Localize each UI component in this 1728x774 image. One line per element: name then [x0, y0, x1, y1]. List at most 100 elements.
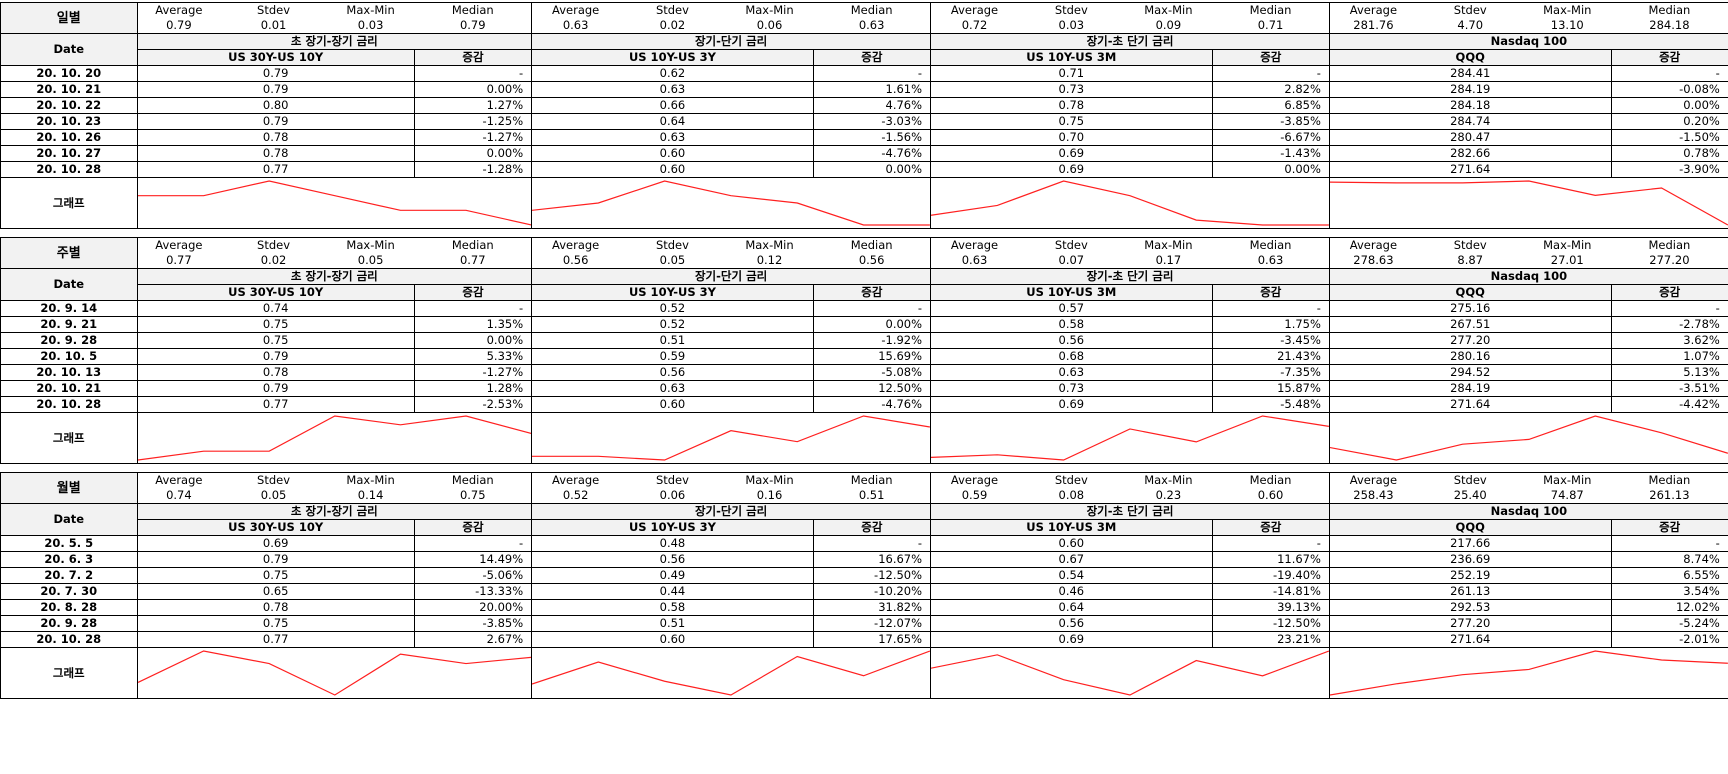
value-cell: 236.69: [1328, 551, 1612, 568]
change-header: 증감: [413, 284, 533, 301]
table-row: 20. 9. 14 0.74-0.52-0.57-275.16-: [0, 300, 1728, 317]
value-cell: 0.78: [136, 129, 415, 146]
change-cell: 2.67%: [413, 631, 533, 648]
value-cell: 284.41: [1328, 65, 1612, 82]
stat-header: Average: [930, 472, 1018, 488]
table-row: 20. 7. 2 0.75 -5.06% 0.49 -12.50% 0.54 -19.40%…: [0, 567, 1728, 584]
series-header: US 10Y-US 3Y: [531, 284, 814, 301]
change-cell: 15.69%: [812, 348, 932, 365]
stat-header: Max-Min: [1124, 237, 1213, 253]
value-cell: 0.79: [136, 65, 415, 82]
change-cell: -: [812, 535, 932, 552]
change-cell: -0.08%: [1610, 81, 1728, 98]
change-cell: -1.92%: [812, 332, 932, 349]
stat-value: 0.16: [756, 488, 783, 502]
value-cell: 0.56: [930, 332, 1213, 349]
change-header: 증감: [1211, 284, 1330, 301]
stat-header: Max-Min: [326, 237, 415, 253]
group-title: 장기-초 단기 금리: [930, 268, 1330, 285]
stat-header: Median: [813, 472, 932, 488]
change-cell: -: [812, 300, 932, 317]
stat-header: Stdev: [619, 237, 726, 253]
section-table-0: 일별 Average Stdev Max-Min Median Average Stdev M…: [0, 2, 1728, 229]
value-cell: 0.46: [930, 583, 1213, 600]
group-title: 초 장기-장기 금리: [136, 33, 533, 50]
value-cell: 0.77: [136, 631, 415, 648]
change-cell: 6.55%: [1610, 567, 1728, 584]
row-date: 20. 10. 21: [0, 380, 138, 397]
group-title: 초 장기-장기 금리: [136, 503, 533, 520]
sparkline-chart: [138, 413, 532, 463]
sparkline-cell: [531, 177, 932, 229]
stat-value: 0.72: [930, 18, 1018, 34]
period-label: 일별: [0, 2, 138, 34]
value-cell: 252.19: [1328, 567, 1612, 584]
value-cell: 0.78: [930, 97, 1213, 114]
series-header: US 30Y-US 10Y: [136, 519, 415, 536]
change-cell: -3.45%: [1211, 332, 1330, 349]
stat-value: 0.74: [136, 488, 221, 504]
value-cell: 0.56: [531, 551, 814, 568]
value-cell: 0.62: [531, 65, 814, 82]
sparkline-cell: [531, 647, 932, 699]
value-cell: 0.75: [136, 316, 415, 333]
stat-value: 0.60: [1212, 488, 1330, 504]
change-cell: -3.85%: [1211, 113, 1330, 130]
sparkline-chart: [931, 178, 1329, 228]
change-cell: 1.75%: [1211, 316, 1330, 333]
row-date: 20. 10. 13: [0, 364, 138, 381]
sparkline-chart: [931, 413, 1329, 463]
value-cell: 217.66: [1328, 535, 1612, 552]
change-cell: -1.27%: [413, 129, 533, 146]
change-cell: -3.03%: [812, 113, 932, 130]
stat-value: 0.56: [531, 253, 620, 269]
stat-value: 0.08: [1058, 488, 1085, 502]
series-header: US 10Y-US 3M: [930, 49, 1213, 66]
value-cell: 0.69: [930, 161, 1213, 178]
change-cell: -1.56%: [812, 129, 932, 146]
change-cell: 0.00%: [413, 81, 533, 98]
stat-header: Stdev: [220, 472, 327, 488]
change-header: 증감: [812, 284, 932, 301]
table-row: 20. 10. 20 0.79-0.62-0.71-284.41-: [0, 65, 1728, 82]
table-row: 20. 5. 5 0.69-0.48-0.60-217.66-: [0, 535, 1728, 552]
value-cell: 0.67: [930, 551, 1213, 568]
stat-header: Stdev: [619, 472, 726, 488]
graph-label: 그래프: [0, 177, 138, 229]
change-header: 증감: [1211, 519, 1330, 536]
row-date: 20. 9. 14: [0, 300, 138, 317]
change-cell: 17.65%: [812, 631, 932, 648]
sparkline-cell: [136, 177, 533, 229]
stat-value: 0.79: [414, 18, 533, 34]
stat-header: Median: [414, 472, 533, 488]
value-cell: 277.20: [1328, 615, 1612, 632]
stat-value: 0.77: [136, 253, 221, 269]
change-cell: 39.13%: [1211, 599, 1330, 616]
stat-value: 0.79: [136, 18, 221, 34]
sparkline-chart: [532, 178, 930, 228]
change-cell: -5.08%: [812, 364, 932, 381]
table-row: 20. 9. 28 0.75 -3.85% 0.51 -12.07% 0.56 -12.50…: [0, 615, 1728, 632]
sparkline-chart: [532, 413, 930, 463]
stat-value: 0.07: [1058, 253, 1085, 267]
stat-header: Median: [813, 2, 932, 18]
table-row: 20. 9. 28 0.75 0.00% 0.51 -1.92% 0.56 -3.45% 27…: [0, 332, 1728, 349]
change-cell: -2.53%: [413, 396, 533, 413]
value-cell: 0.75: [136, 332, 415, 349]
row-date: 20. 8. 28: [0, 599, 138, 616]
change-header: 증감: [1610, 49, 1728, 66]
change-cell: 15.87%: [1211, 380, 1330, 397]
group-title: 장기-초 단기 금리: [930, 503, 1330, 520]
group-title: 장기-초 단기 금리: [930, 33, 1330, 50]
group-title: Nasdaq 100: [1328, 268, 1728, 285]
value-cell: 261.13: [1328, 583, 1612, 600]
stat-value: 25.40: [1453, 488, 1487, 502]
group-title: 장기-단기 금리: [531, 33, 932, 50]
row-date: 20. 5. 5: [0, 535, 138, 552]
sparkline-chart: [931, 648, 1329, 698]
change-cell: -1.27%: [413, 364, 533, 381]
change-cell: -: [1610, 535, 1728, 552]
change-cell: 3.54%: [1610, 583, 1728, 600]
stat-header: Average: [531, 2, 620, 18]
value-cell: 0.75: [136, 615, 415, 632]
